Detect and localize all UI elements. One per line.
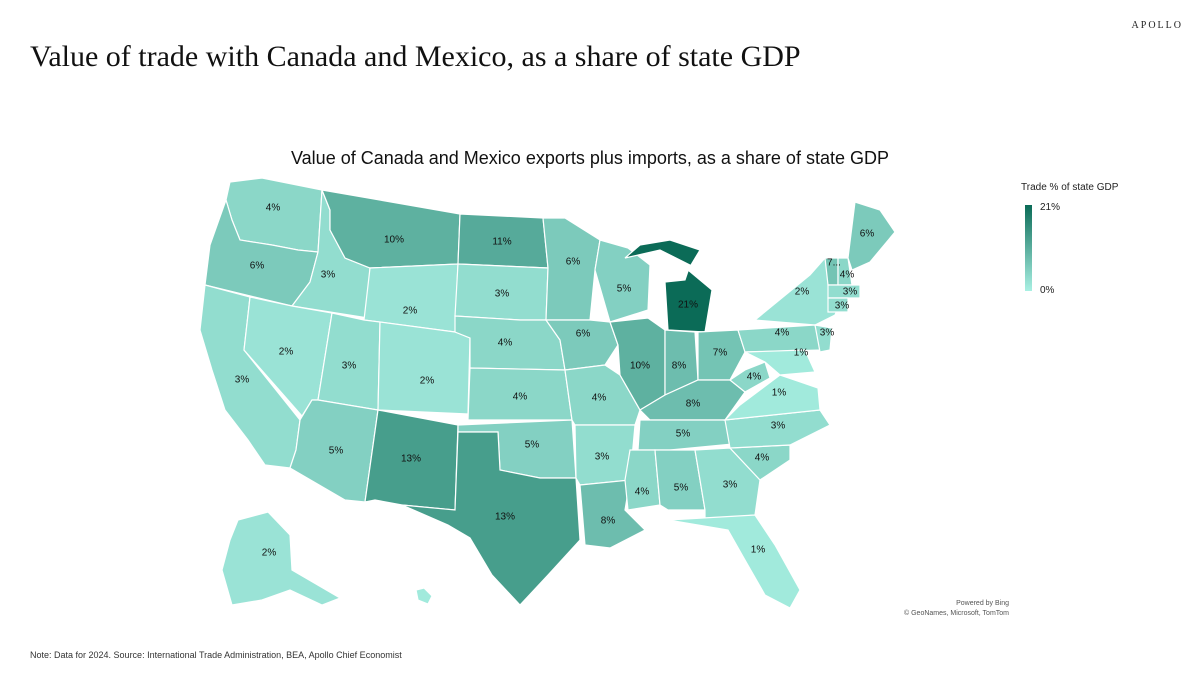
- state-ct: [827, 297, 849, 313]
- state-label-al: 5%: [674, 483, 689, 494]
- state-label-nh: 4%: [840, 270, 855, 281]
- state-label-wa: 4%: [266, 203, 281, 214]
- state-al: [654, 449, 706, 511]
- state-label-co: 2%: [420, 376, 435, 387]
- state-label-wy: 2%: [403, 306, 418, 317]
- state-label-id: 3%: [321, 270, 336, 281]
- state-label-wv: 4%: [747, 372, 762, 383]
- state-label-oh: 7%: [713, 348, 728, 359]
- state-label-me: 6%: [860, 229, 875, 240]
- state-fl: [667, 514, 801, 609]
- state-label-tn: 5%: [676, 429, 691, 440]
- state-label-or: 6%: [250, 261, 265, 272]
- state-oh: [697, 329, 746, 381]
- state-co: [377, 321, 471, 415]
- state-label-nd: 11%: [492, 237, 511, 248]
- state-label-la: 8%: [601, 516, 616, 527]
- state-md: [744, 349, 816, 376]
- state-label-ky: 8%: [686, 399, 701, 410]
- state-me: [847, 201, 896, 271]
- state-label-il: 10%: [630, 361, 650, 372]
- state-label-ga: 3%: [723, 480, 738, 491]
- map-title: Value of Canada and Mexico exports plus …: [291, 148, 889, 168]
- state-label-vt: 7...: [827, 258, 841, 269]
- state-ms: [624, 449, 661, 511]
- state-label-mi: 21%: [678, 300, 698, 311]
- state-label-ma: 3%: [843, 287, 858, 298]
- state-label-fl: 1%: [751, 545, 766, 556]
- state-label-nv: 2%: [279, 347, 294, 358]
- state-label-ca: 3%: [235, 375, 250, 386]
- state-ia: [544, 319, 619, 371]
- state-label-ut: 3%: [342, 361, 357, 372]
- state-label-ct: 3%: [835, 301, 850, 312]
- state-label-ar: 3%: [595, 452, 610, 463]
- state-label-sd: 3%: [495, 289, 510, 300]
- state-mn: [542, 217, 601, 321]
- state-label-nm: 13%: [401, 454, 421, 465]
- state-label-pa: 4%: [775, 328, 790, 339]
- state-wi: [594, 239, 651, 323]
- legend-max-label: 21%: [1040, 202, 1061, 213]
- apollo-logo: APOLLO: [1131, 20, 1183, 31]
- state-hi: [415, 587, 433, 605]
- state-label-ks: 4%: [513, 392, 528, 403]
- legend-title: Trade % of state GDP: [1021, 182, 1119, 193]
- state-wv: [728, 361, 771, 393]
- state-label-wi: 5%: [617, 284, 632, 295]
- state-label-mt: 10%: [384, 235, 404, 246]
- map-attribution-powered: Powered by Bing: [956, 600, 1009, 607]
- state-label-mn: 6%: [566, 257, 581, 268]
- state-label-ia: 6%: [576, 329, 591, 340]
- state-ak: [221, 511, 342, 606]
- state-label-ak: 2%: [262, 548, 277, 559]
- state-label-az: 5%: [329, 446, 344, 457]
- state-label-ny: 2%: [795, 287, 810, 298]
- state-mo: [564, 364, 641, 426]
- state-nj: [814, 324, 833, 353]
- state-tx: [401, 431, 581, 606]
- legend-min-label: 0%: [1040, 285, 1055, 296]
- state-label-sc: 4%: [755, 453, 770, 464]
- map-attribution-sources: © GeoNames, Microsoft, TomTom: [904, 610, 1009, 617]
- state-ma: [827, 284, 861, 299]
- state-label-md: 1%: [794, 348, 809, 359]
- state-label-ne: 4%: [498, 338, 513, 349]
- state-label-ok: 5%: [525, 440, 540, 451]
- state-va: [723, 374, 821, 421]
- state-label-mo: 4%: [592, 393, 607, 404]
- state-label-tx: 13%: [495, 512, 515, 523]
- footnote: Note: Data for 2024. Source: Internation…: [30, 650, 402, 660]
- state-label-nc: 3%: [771, 421, 786, 432]
- state-label-ms: 4%: [635, 487, 650, 498]
- state-label-nj: 3%: [820, 328, 835, 339]
- legend-color-scale: [1025, 205, 1032, 291]
- state-label-in: 8%: [672, 361, 687, 372]
- page-title: Value of trade with Canada and Mexico, a…: [30, 40, 801, 73]
- state-label-va: 1%: [772, 388, 787, 399]
